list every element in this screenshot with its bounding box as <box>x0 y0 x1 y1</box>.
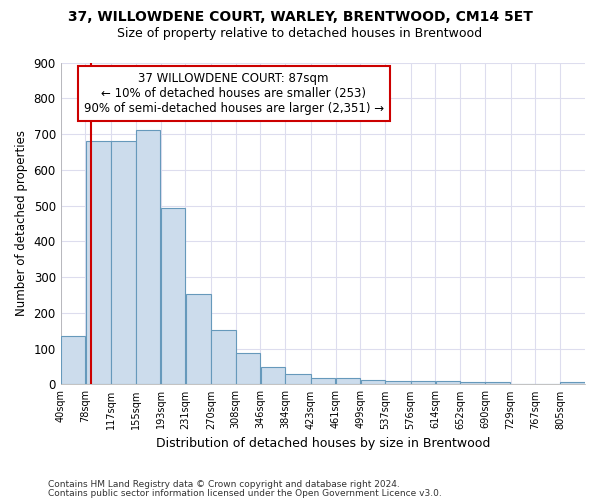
Text: Size of property relative to detached houses in Brentwood: Size of property relative to detached ho… <box>118 28 482 40</box>
Y-axis label: Number of detached properties: Number of detached properties <box>15 130 28 316</box>
Bar <box>411 381 436 384</box>
Bar <box>361 380 385 384</box>
X-axis label: Distribution of detached houses by size in Brentwood: Distribution of detached houses by size … <box>155 437 490 450</box>
Bar <box>136 130 160 384</box>
Bar <box>86 141 111 384</box>
Text: 37, WILLOWDENE COURT, WARLEY, BRENTWOOD, CM14 5ET: 37, WILLOWDENE COURT, WARLEY, BRENTWOOD,… <box>68 10 532 24</box>
Bar <box>485 382 511 384</box>
Bar <box>335 378 360 384</box>
Bar <box>236 353 260 384</box>
Bar <box>436 381 460 384</box>
Bar <box>111 141 136 384</box>
Bar <box>311 378 335 384</box>
Text: Contains HM Land Registry data © Crown copyright and database right 2024.: Contains HM Land Registry data © Crown c… <box>48 480 400 489</box>
Text: 37 WILLOWDENE COURT: 87sqm
← 10% of detached houses are smaller (253)
90% of sem: 37 WILLOWDENE COURT: 87sqm ← 10% of deta… <box>83 72 384 115</box>
Bar <box>260 366 285 384</box>
Bar <box>211 330 236 384</box>
Bar <box>185 294 211 384</box>
Bar <box>286 374 311 384</box>
Bar <box>161 208 185 384</box>
Bar <box>61 336 85 384</box>
Bar <box>460 382 485 384</box>
Bar <box>560 382 585 384</box>
Text: Contains public sector information licensed under the Open Government Licence v3: Contains public sector information licen… <box>48 488 442 498</box>
Bar <box>385 381 410 384</box>
